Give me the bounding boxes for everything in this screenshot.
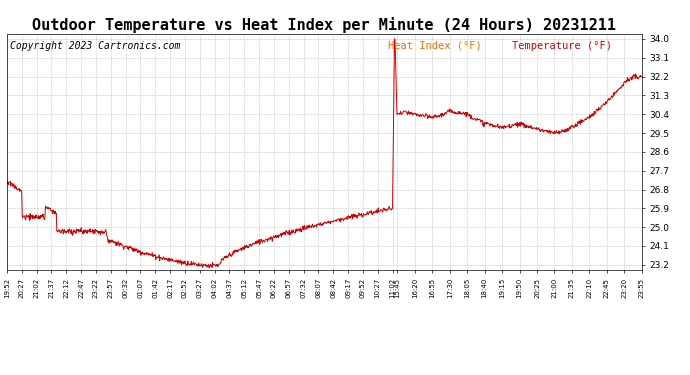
Text: Copyright 2023 Cartronics.com: Copyright 2023 Cartronics.com xyxy=(10,41,181,51)
Text: Temperature (°F): Temperature (°F) xyxy=(511,41,611,51)
Title: Outdoor Temperature vs Heat Index per Minute (24 Hours) 20231211: Outdoor Temperature vs Heat Index per Mi… xyxy=(32,16,616,33)
Text: Heat Index (°F): Heat Index (°F) xyxy=(388,41,482,51)
